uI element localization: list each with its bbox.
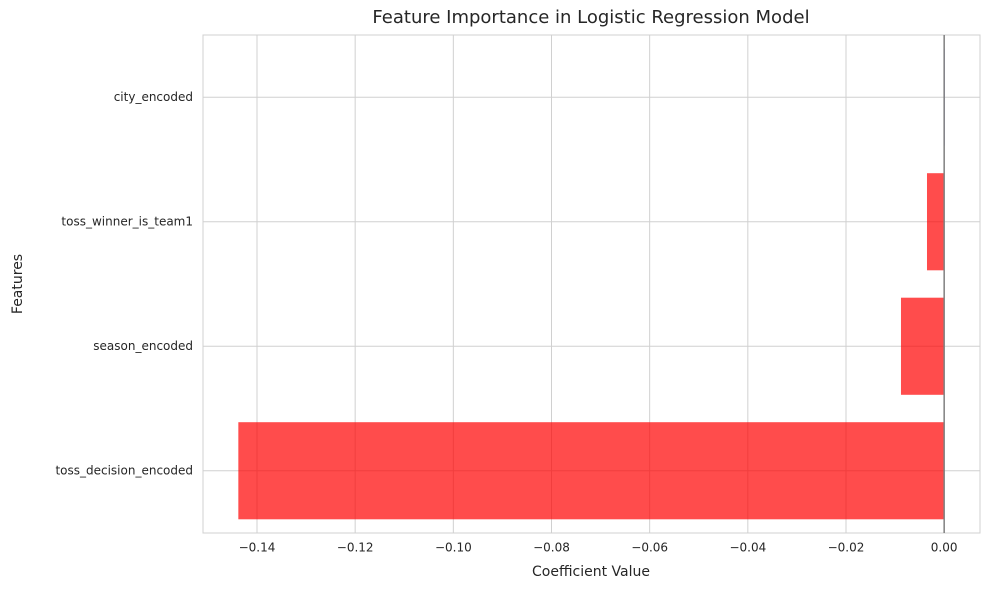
x-tick-label: −0.02 — [828, 541, 865, 555]
y-axis-label: Features — [10, 254, 26, 314]
y-tick-label: toss_decision_encoded — [55, 463, 193, 477]
y-tick-label: city_encoded — [114, 90, 193, 104]
x-tick-label: −0.10 — [435, 541, 472, 555]
x-axis-label: Coefficient Value — [532, 564, 650, 580]
x-tick-label: 0.00 — [931, 541, 958, 555]
bar — [926, 173, 945, 271]
y-tick-label: toss_winner_is_team1 — [61, 214, 193, 228]
x-tick-label: −0.12 — [337, 541, 374, 555]
x-tick-label: −0.08 — [533, 541, 570, 555]
x-tick-label: −0.14 — [239, 541, 276, 555]
x-tick-label: −0.04 — [729, 541, 766, 555]
chart-title: Feature Importance in Logistic Regressio… — [372, 7, 809, 28]
bar — [900, 297, 945, 395]
y-tick-label: season_encoded — [93, 339, 193, 353]
bar — [238, 422, 945, 520]
x-tick-label: −0.06 — [631, 541, 668, 555]
